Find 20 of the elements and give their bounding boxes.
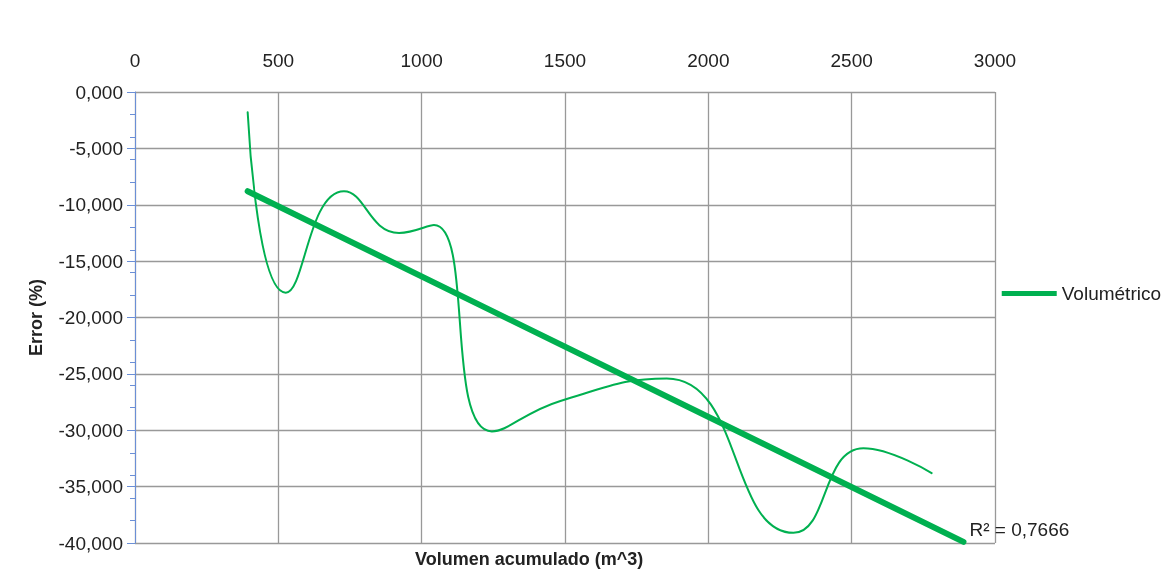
x-tick-label: 3000 — [973, 50, 1017, 71]
x-tick-label: 1000 — [400, 50, 443, 71]
y-tick-label: -5,000 — [69, 137, 123, 159]
y-tick-label: -40,000 — [58, 532, 123, 554]
y-tick-label: -25,000 — [58, 363, 123, 385]
y-tick-label: -20,000 — [58, 307, 123, 328]
y-tick-label: -15,000 — [58, 250, 123, 272]
x-tick-label: 0 — [129, 50, 141, 71]
y-tick-label: -30,000 — [58, 419, 123, 441]
y-axis-title: Error (%) — [26, 278, 46, 357]
y-tick-label: 0,000 — [75, 81, 123, 103]
y-tick-label: -35,000 — [58, 476, 123, 498]
x-tick-label: 2500 — [830, 50, 873, 71]
x-axis-title: Volumen acumulado (m^3) — [415, 549, 644, 569]
legend-label: Volumétrico — [1061, 283, 1162, 304]
y-tick-label: -10,000 — [58, 194, 123, 216]
x-tick-label: 2000 — [687, 50, 730, 71]
x-tick-label: 500 — [262, 50, 295, 71]
x-tick-label: 1500 — [543, 50, 587, 71]
annotation: R² = 0,7666 — [969, 518, 1070, 540]
